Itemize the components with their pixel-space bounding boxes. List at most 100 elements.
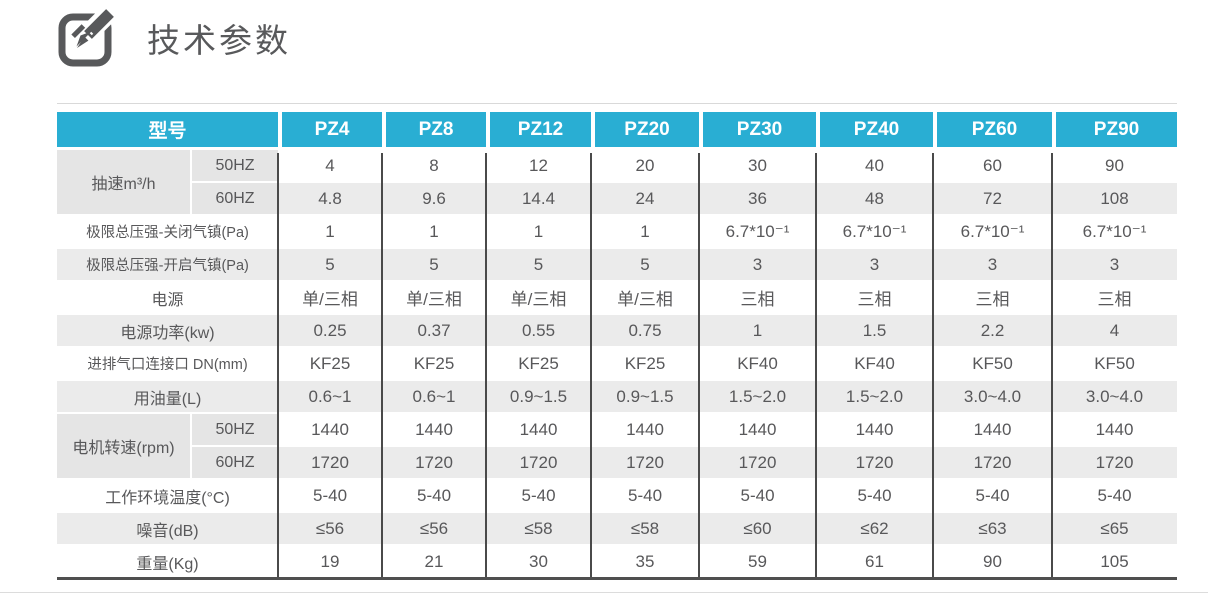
table-row: 噪音(dB) ≤56 ≤56 ≤58 ≤58 ≤60 ≤62 ≤63 ≤65 (57, 513, 1178, 546)
model-column-header-PZ30: PZ30 (699, 112, 817, 150)
table-row: 60HZ 4.8 9.6 14.4 24 36 48 72 108 (57, 183, 1178, 216)
table-cell: 0.37 (382, 315, 487, 348)
table-cell: KF50 (1052, 348, 1178, 381)
table-header-row: 型号 PZ4 PZ8 PZ12 PZ20 PZ30 PZ40 PZ60 PZ90 (57, 112, 1178, 150)
table-cell: 14.4 (486, 183, 592, 216)
table-cell: 5-40 (278, 480, 383, 513)
table-cell: 3 (933, 249, 1053, 282)
row-sub-label: 60HZ (190, 183, 279, 216)
table-cell: 48 (816, 183, 934, 216)
table-cell: 1.5~2.0 (699, 381, 817, 414)
table-cell: 61 (816, 546, 934, 577)
table-cell: 1720 (816, 447, 934, 480)
table-row: 电机转速(rpm) 50HZ 1440 1440 1440 1440 1440 1440 144… (57, 414, 1178, 480)
table-cell: KF50 (933, 348, 1053, 381)
table-cell: 0.6~1 (382, 381, 487, 414)
table-cell: KF40 (699, 348, 817, 381)
table-cell: 1 (591, 216, 700, 249)
row-sub-label: 50HZ (190, 414, 279, 447)
table-cell: 5-40 (816, 480, 934, 513)
row-label: 重量(Kg) (57, 546, 279, 577)
table-cell: 21 (382, 546, 487, 577)
table-row: 极限总压强-开启气镇(Pa) 5 5 5 5 3 3 3 3 (57, 249, 1178, 282)
table-cell: 1 (382, 216, 487, 249)
table-cell: 24 (591, 183, 700, 216)
section-header: 技术参数 (55, 6, 291, 70)
table-cell: 1440 (1052, 414, 1178, 447)
table-cell: 1720 (278, 447, 383, 480)
table-cell: 3.0~4.0 (1052, 381, 1178, 414)
table-cell: 3 (699, 249, 817, 282)
table-cell: 5 (382, 249, 487, 282)
table-cell: 1720 (486, 447, 592, 480)
row-label: 用油量(L) (57, 381, 279, 414)
table-cell: 30 (699, 150, 817, 183)
table-cell: 3.0~4.0 (933, 381, 1053, 414)
table-cell: 0.6~1 (278, 381, 383, 414)
table-row: 极限总压强-关闭气镇(Pa) 1 1 1 1 6.7*10⁻¹ 6.7*10⁻¹ 6.7*10… (57, 216, 1178, 249)
table-cell: 1.5 (816, 315, 934, 348)
table-cell: 1720 (382, 447, 487, 480)
table-cell: 5 (278, 249, 383, 282)
table-cell: 20 (591, 150, 700, 183)
table-cell: 单/三相 (486, 282, 592, 315)
table-cell: 4 (1052, 315, 1178, 348)
table-cell: KF25 (486, 348, 592, 381)
table-cell: KF25 (382, 348, 487, 381)
table-cell: ≤63 (933, 513, 1053, 546)
row-sub-label: 60HZ (190, 447, 279, 480)
table-cell: 1720 (1052, 447, 1178, 480)
table-cell: 4.8 (278, 183, 383, 216)
table-cell: 5-40 (486, 480, 592, 513)
table-cell: 1.5~2.0 (816, 381, 934, 414)
row-label: 噪音(dB) (57, 513, 279, 546)
table-cell: KF40 (816, 348, 934, 381)
table-cell: 8 (382, 150, 487, 183)
table-cell: ≤58 (591, 513, 700, 546)
table-cell: 三相 (1052, 282, 1178, 315)
table-cell: 36 (699, 183, 817, 216)
table-cell: 0.25 (278, 315, 383, 348)
edit-pencil-icon (58, 6, 119, 67)
table-cell: 0.9~1.5 (591, 381, 700, 414)
table-cell: 5-40 (591, 480, 700, 513)
model-header-label: 型号 (57, 112, 279, 150)
table-cell: 6.7*10⁻¹ (816, 216, 934, 249)
table-cell: 1 (699, 315, 817, 348)
table-cell: KF25 (591, 348, 700, 381)
table-cell: 1 (278, 216, 383, 249)
table-cell: 单/三相 (278, 282, 383, 315)
table-cell: 单/三相 (591, 282, 700, 315)
table-cell: 12 (486, 150, 592, 183)
table-cell: 1440 (382, 414, 487, 447)
table-cell: KF25 (278, 348, 383, 381)
table-cell: 3 (1052, 249, 1178, 282)
table-cell: 三相 (933, 282, 1053, 315)
table-cell: 59 (699, 546, 817, 577)
row-label: 极限总压强-关闭气镇(Pa) (57, 216, 279, 249)
table-cell: 1 (486, 216, 592, 249)
table-row: 工作环境温度(°C) 5-40 5-40 5-40 5-40 5-40 5-40 5-40 5-… (57, 480, 1178, 513)
table-row: 60HZ 1720 1720 1720 1720 1720 1720 1720 1720 (57, 447, 1178, 480)
table-top-divider (57, 103, 1177, 104)
row-label: 电源 (57, 282, 279, 315)
row-label: 极限总压强-开启气镇(Pa) (57, 249, 279, 282)
table-cell: 19 (278, 546, 383, 577)
row-sub-label: 50HZ (190, 150, 279, 183)
table-row: 电源 单/三相 单/三相 单/三相 单/三相 三相 三相 三相 三相 (57, 282, 1178, 315)
spec-table: 型号 PZ4 PZ8 PZ12 PZ20 PZ30 PZ40 PZ60 PZ90 抽速m³/h 5… (57, 112, 1178, 580)
table-cell: 4 (278, 150, 383, 183)
table-cell: 1440 (278, 414, 383, 447)
table-cell: ≤60 (699, 513, 817, 546)
table-cell: 60 (933, 150, 1053, 183)
table-cell: 1440 (699, 414, 817, 447)
table-cell: 9.6 (382, 183, 487, 216)
table-cell: 5-40 (382, 480, 487, 513)
model-column-header-PZ90: PZ90 (1052, 112, 1178, 150)
table-cell: 5 (591, 249, 700, 282)
table-row: 重量(Kg) 19 21 30 35 59 61 90 105 (57, 546, 1178, 577)
table-row: 用油量(L) 0.6~1 0.6~1 0.9~1.5 0.9~1.5 1.5~2.0 1.5… (57, 381, 1178, 414)
row-label: 电源功率(kw) (57, 315, 279, 348)
table-row: 进排气口连接口 DN(mm) KF25 KF25 KF25 KF25 KF40 KF40 KF… (57, 348, 1178, 381)
model-column-header-PZ8: PZ8 (382, 112, 487, 150)
